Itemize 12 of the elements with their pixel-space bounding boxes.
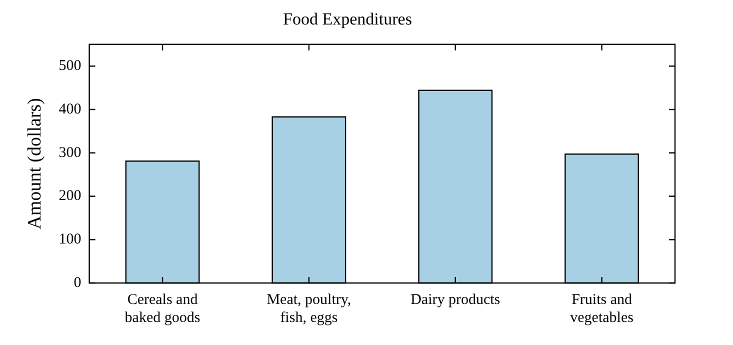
y-tick-label: 400 bbox=[58, 101, 82, 118]
y-tick-label: 500 bbox=[58, 58, 82, 74]
y-tick-label: 200 bbox=[58, 188, 82, 204]
x-tick-label: Meat, poultry, fish, eggs bbox=[266, 292, 352, 326]
x-tick-label: Dairy products bbox=[410, 292, 500, 308]
chart-title: Food Expenditures bbox=[283, 10, 412, 29]
y-axis-title: Amount (dollars) bbox=[24, 98, 46, 230]
y-tick-label: 300 bbox=[58, 144, 82, 161]
y-tick-label: 100 bbox=[58, 232, 82, 248]
x-tick-label: Fruits and vegetables bbox=[570, 292, 634, 326]
y-tick-label: 0 bbox=[74, 274, 82, 291]
x-tick-label: Cereals and baked goods bbox=[124, 292, 200, 326]
